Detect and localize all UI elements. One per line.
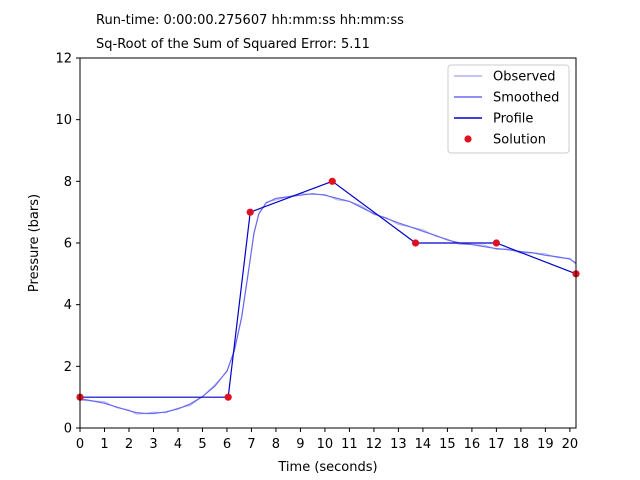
runtime-text: Run-time: 0:00:00.275607 hh:mm:ss hh:mm:… [96,13,404,28]
solution-point [411,239,420,247]
legend-box [447,64,570,154]
x-tick-label: 12 [366,437,383,452]
legend-label: Profile [493,112,533,127]
solution-point [492,239,500,247]
x-tick-label: 2 [125,437,133,452]
legend-label: Smoothed [493,91,559,106]
legend-label: Solution [493,133,546,148]
legend: Observed Smoothed Profile Solution [447,64,570,154]
x-tick-label: 14 [415,437,432,452]
x-tick-label: 20 [562,437,579,452]
x-tick-label: 3 [149,437,157,452]
legend-label: Observed [493,70,556,85]
y-tick-label: 2 [64,360,72,375]
y-tick-label: 0 [64,422,72,437]
x-tick-label: 11 [341,437,358,452]
x-tick-label: 18 [513,437,530,452]
x-tick-label: 5 [198,437,206,452]
x-tick-label: 4 [174,437,182,452]
y-tick-label: 12 [55,52,72,67]
x-tick-label: 19 [537,437,554,452]
error-text: Sq-Root of the Sum of Squared Error: 5.1… [96,37,370,52]
y-tick-label: 4 [64,298,72,313]
x-tick-label: 16 [464,437,481,452]
y-tick-label: 6 [64,237,72,252]
legend-swatch [464,135,472,143]
x-tick-label: 8 [272,437,280,452]
axes: 0 1 2 3 4 5 6 7 8 9 10 11 12 13 14 15 16 17 18 19 2002468101… [55,52,578,453]
plot-area [76,177,580,415]
y-tick-label: 10 [55,113,72,128]
x-tick-label: 17 [488,437,505,452]
y-tick-label: 8 [64,175,72,190]
x-tick-label: 13 [390,437,407,452]
x-tick-label: 0 [76,437,84,452]
y-axis-label: Pressure (bars) [27,194,42,292]
x-tick-label: 6 [223,437,231,452]
x-tick-label: 7 [247,437,255,452]
x-tick-label: 15 [439,437,456,452]
series-profile-line [80,180,577,398]
series-smoothed-line [80,193,576,415]
solution-point [246,208,254,216]
series-observed-line [80,193,576,415]
solution-point [328,177,336,185]
x-tick-label: 10 [317,437,334,452]
solution-point [224,393,232,401]
x-axis-label: Time (seconds) [277,460,377,475]
x-tick-label: 1 [100,437,108,452]
x-tick-label: 9 [296,437,304,452]
